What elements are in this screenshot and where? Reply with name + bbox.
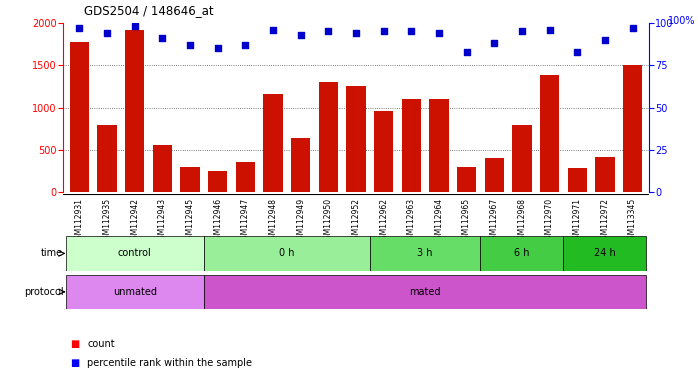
Text: GSM112948: GSM112948 xyxy=(269,198,278,244)
Text: GSM112942: GSM112942 xyxy=(131,198,139,244)
Bar xyxy=(66,236,204,271)
Point xyxy=(517,28,528,35)
Text: protocol: protocol xyxy=(24,287,64,297)
Point xyxy=(627,25,638,31)
Bar xyxy=(236,162,255,192)
Point xyxy=(406,28,417,35)
Text: unmated: unmated xyxy=(113,287,157,297)
Text: GSM112965: GSM112965 xyxy=(462,198,471,244)
Text: GSM112950: GSM112950 xyxy=(324,198,333,244)
Point xyxy=(378,28,389,35)
Text: GSM112970: GSM112970 xyxy=(545,198,554,244)
Point xyxy=(267,27,279,33)
Point xyxy=(572,49,583,55)
Bar xyxy=(204,236,370,271)
Text: ■: ■ xyxy=(70,358,79,368)
Text: 0 h: 0 h xyxy=(279,248,295,258)
Bar xyxy=(595,157,614,192)
Bar xyxy=(98,125,117,192)
Point xyxy=(544,27,555,33)
Bar xyxy=(153,145,172,192)
Text: GSM113345: GSM113345 xyxy=(628,198,637,244)
Bar xyxy=(263,94,283,192)
Text: GSM112968: GSM112968 xyxy=(517,198,526,244)
Text: count: count xyxy=(87,339,115,349)
Bar xyxy=(180,167,200,192)
Text: GSM112972: GSM112972 xyxy=(600,198,609,244)
Bar xyxy=(480,236,563,271)
Bar xyxy=(70,41,89,192)
Bar xyxy=(484,158,504,192)
Text: control: control xyxy=(118,248,151,258)
Point xyxy=(240,42,251,48)
Point xyxy=(461,49,472,55)
Text: GSM112952: GSM112952 xyxy=(352,198,360,244)
Bar xyxy=(563,236,646,271)
Point xyxy=(433,30,445,36)
Bar xyxy=(457,167,476,192)
Point xyxy=(157,35,168,41)
Point xyxy=(101,30,112,36)
Point xyxy=(184,42,195,48)
Text: GSM112964: GSM112964 xyxy=(434,198,443,244)
Text: GSM112935: GSM112935 xyxy=(103,198,112,244)
Text: time: time xyxy=(41,248,64,258)
Text: GSM112931: GSM112931 xyxy=(75,198,84,244)
Text: mated: mated xyxy=(409,287,441,297)
Bar xyxy=(125,30,144,192)
Bar xyxy=(208,171,228,192)
Bar xyxy=(374,111,393,192)
Text: 3 h: 3 h xyxy=(417,248,433,258)
Text: GSM112947: GSM112947 xyxy=(241,198,250,244)
Bar xyxy=(401,99,421,192)
Point xyxy=(129,23,140,30)
Point xyxy=(212,45,223,51)
Text: percentile rank within the sample: percentile rank within the sample xyxy=(87,358,252,368)
Text: GSM112963: GSM112963 xyxy=(407,198,416,244)
Text: ■: ■ xyxy=(70,339,79,349)
Bar xyxy=(319,82,338,192)
Text: GSM112967: GSM112967 xyxy=(490,198,499,244)
Text: GDS2504 / 148646_at: GDS2504 / 148646_at xyxy=(84,4,214,17)
Bar xyxy=(567,167,587,192)
Text: GSM112949: GSM112949 xyxy=(296,198,305,244)
Bar xyxy=(540,75,559,192)
Text: 6 h: 6 h xyxy=(514,248,530,258)
Point xyxy=(489,40,500,46)
Y-axis label: 100%: 100% xyxy=(668,16,695,26)
Point xyxy=(74,25,85,31)
Bar xyxy=(204,275,646,309)
Text: GSM112946: GSM112946 xyxy=(213,198,222,244)
Text: GSM112943: GSM112943 xyxy=(158,198,167,244)
Bar xyxy=(346,86,366,192)
Point xyxy=(295,32,306,38)
Bar xyxy=(291,138,311,192)
Text: GSM112962: GSM112962 xyxy=(379,198,388,244)
Point xyxy=(600,37,611,43)
Point xyxy=(322,28,334,35)
Bar xyxy=(623,65,642,192)
Text: 24 h: 24 h xyxy=(594,248,616,258)
Text: GSM112945: GSM112945 xyxy=(186,198,195,244)
Bar xyxy=(66,275,204,309)
Point xyxy=(350,30,362,36)
Bar xyxy=(429,99,449,192)
Bar xyxy=(512,125,532,192)
Bar xyxy=(370,236,480,271)
Text: GSM112971: GSM112971 xyxy=(573,198,581,244)
